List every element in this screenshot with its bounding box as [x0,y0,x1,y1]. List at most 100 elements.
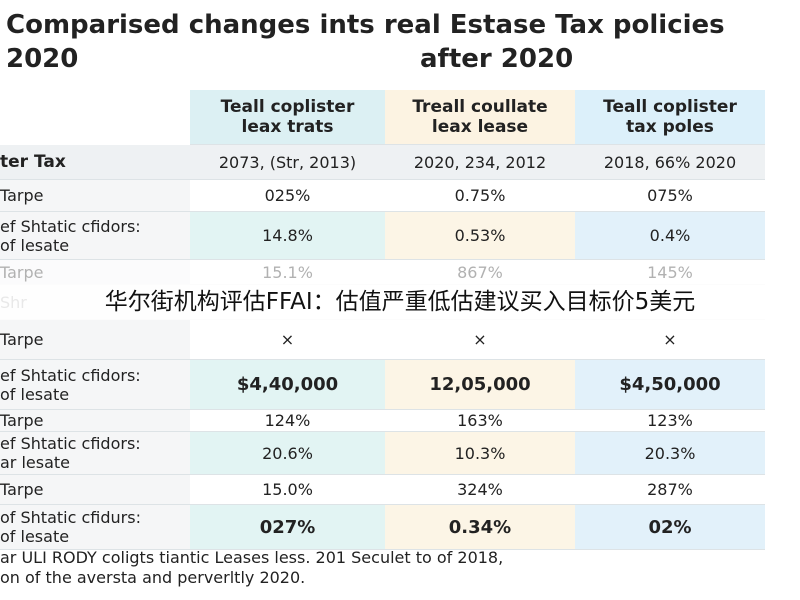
label-text: of lesate [0,384,70,404]
cell-text: 123% [647,411,693,430]
cell-text: 867% [457,262,503,282]
header-text: leax lease [431,117,529,137]
row-label: ef Shtatic cfidors: of lesate [0,360,190,410]
label-text: Tarpe [0,480,44,499]
cell: 0.4% [575,212,765,260]
cell-text: 145% [647,262,693,282]
label-text: Tarpe [0,411,44,430]
cell: 145% [575,260,765,285]
cell-text: 324% [457,480,503,499]
footer-line: ar ULI RODY coligts tiantic Leases less.… [0,548,504,567]
footer-line: on of the aversta and perverltly 2020. [0,568,306,587]
cell: × [190,320,385,360]
cell: 14.8% [190,212,385,260]
header-text: Teall coplister [220,97,355,117]
label-text: ef Shtatic cfidors: [0,216,141,236]
cell-text: 163% [457,411,503,430]
cell: 2073, (Str, 2013) [190,145,385,180]
cell: × [575,320,765,360]
banner: 华尔街机构评估FFAI：估值严重低估建议买入目标价5美元 [0,284,800,320]
cell-text: 10.3% [454,443,506,463]
header-text: Treall coullate [412,97,548,117]
row-label: Tarpe [0,320,190,360]
cell: 867% [385,260,575,285]
cell-text: 124% [264,411,311,430]
cell: 0.75% [385,180,575,212]
cell-text: 12,05,000 [429,374,531,395]
label-text: ef Shtatic cfidors: [0,365,141,385]
cell: × [385,320,575,360]
cell: $4,50,000 [575,360,765,410]
title: Comparised changes ints real Estase Tax … [6,10,725,40]
cell-text: 027% [259,516,316,538]
cell: 124% [190,410,385,432]
cell-text: 02% [648,516,692,538]
cell: 027% [190,505,385,550]
cell: 123% [575,410,765,432]
cell: 0.34% [385,505,575,550]
header-text: Teall coplister [603,97,737,117]
cell-text: $4,40,000 [236,374,339,395]
cell-text: 14.8% [262,226,313,245]
label-text: of lesate [0,527,70,546]
cell-text: 2018, 66% 2020 [603,152,737,172]
cell-text: 15.1% [262,262,313,282]
cell-text: × [473,330,487,349]
row-label: Tarpe [0,260,190,285]
column-header: Teall coplister leax trats [190,90,385,145]
cell: 12,05,000 [385,360,575,410]
cell-text: 2073, (Str, 2013) [218,152,357,172]
cell: 025% [190,180,385,212]
row-label: of Shtatic cfidurs: of lesate [0,505,190,550]
cell-text: 287% [647,480,693,499]
header-text: leax trats [241,117,334,137]
row-label: Tarpe [0,180,190,212]
cell-text: 0.4% [649,226,691,245]
cell: 20.6% [190,432,385,475]
row-label: Tarpe [0,410,190,432]
cell: 20.3% [575,432,765,475]
label-text: of Shtatic cfidurs: [0,508,141,527]
cell-text: 025% [264,186,311,205]
cell-text: 15.0% [262,480,313,499]
cell-text: 20.6% [262,443,313,463]
cell-text: × [663,330,677,349]
label-text: Tarpe [0,262,44,282]
cell: 075% [575,180,765,212]
cell: 10.3% [385,432,575,475]
column-header: Treall coullate leax lease [385,90,575,145]
cell-text: 20.3% [644,443,696,463]
header-text: tax poles [626,117,714,137]
label-text: ter Tax [0,152,66,172]
cell: 2018, 66% 2020 [575,145,765,180]
title-center: after 2020 [420,44,574,74]
cell: 324% [385,475,575,505]
title-left: 2020 [6,44,79,74]
cell: 163% [385,410,575,432]
cell: 2020, 234, 2012 [385,145,575,180]
row-label: ter Tax [0,145,190,180]
cell-text: $4,50,000 [619,374,721,395]
cell: 0.53% [385,212,575,260]
label-text: of lesate [0,235,70,255]
cell-text: 0.34% [448,516,512,538]
cell-text: 2020, 234, 2012 [413,152,547,172]
cell-text: 0.53% [454,226,506,245]
cell: 15.0% [190,475,385,505]
label-text: ef Shtatic cfidors: [0,434,141,453]
label-text: Tarpe [0,186,44,205]
column-header: Teall coplister tax poles [575,90,765,145]
row-label: ef Shtatic cfidors: ar lesate [0,432,190,475]
row-label: ef Shtatic cfidors: of lesate [0,212,190,260]
cell-text: × [280,330,295,349]
cell: $4,40,000 [190,360,385,410]
label-text: ar lesate [0,453,71,472]
row-label: Tarpe [0,475,190,505]
cell-text: 075% [647,186,693,205]
cell: 287% [575,475,765,505]
cell: 02% [575,505,765,550]
label-text: Tarpe [0,330,44,349]
cell: 15.1% [190,260,385,285]
cell-text: 0.75% [454,186,506,205]
